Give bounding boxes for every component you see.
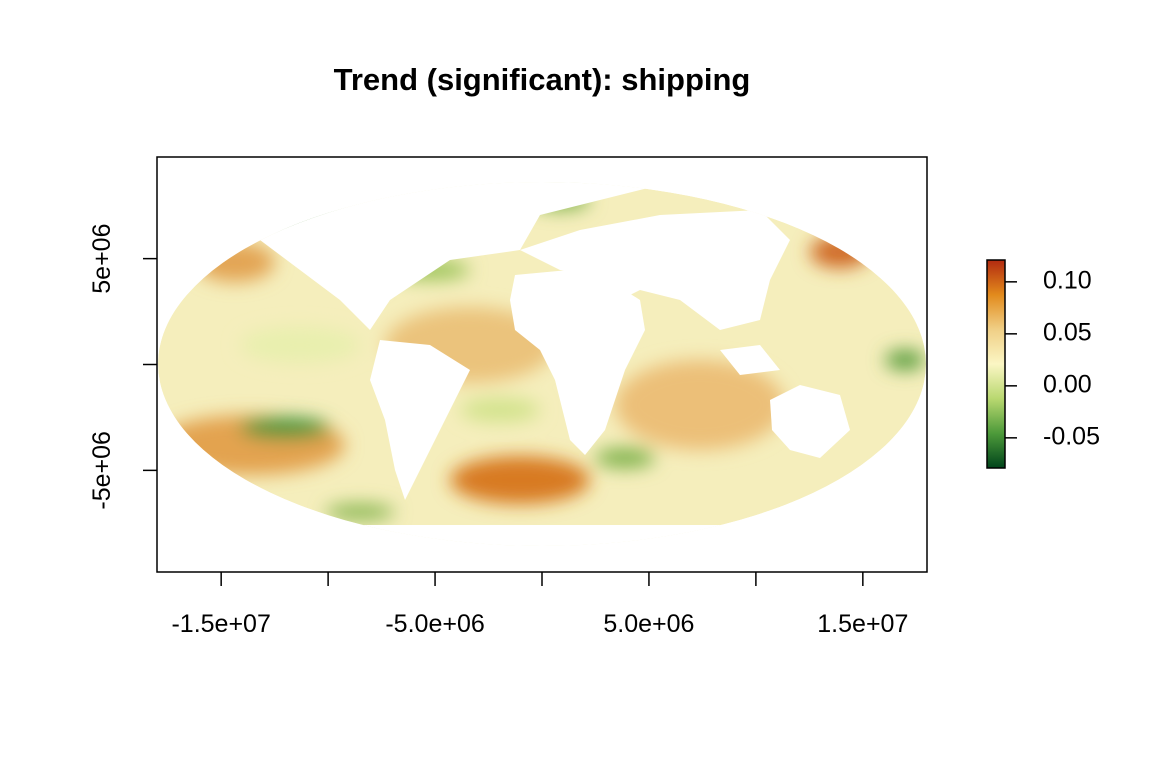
y-tick-label: 5e+06 <box>88 224 116 294</box>
x-tick-label: -5.0e+06 <box>385 610 484 638</box>
colorbar <box>986 259 1006 469</box>
chart-title: Trend (significant): shipping <box>334 62 751 97</box>
colorbar-tick-label: 0.00 <box>1043 370 1092 398</box>
x-tick-label: -1.5e+07 <box>171 610 270 638</box>
x-tick-label: 1.5e+07 <box>817 610 908 638</box>
colorbar-tick-label: 0.05 <box>1043 318 1092 346</box>
colorbar-tick-label: -0.05 <box>1043 422 1100 450</box>
colorbar-tick-label: 0.10 <box>1043 266 1092 294</box>
map-raster <box>158 182 926 546</box>
x-tick-label: 5.0e+06 <box>603 610 694 638</box>
y-tick-label: -5e+06 <box>88 431 116 510</box>
